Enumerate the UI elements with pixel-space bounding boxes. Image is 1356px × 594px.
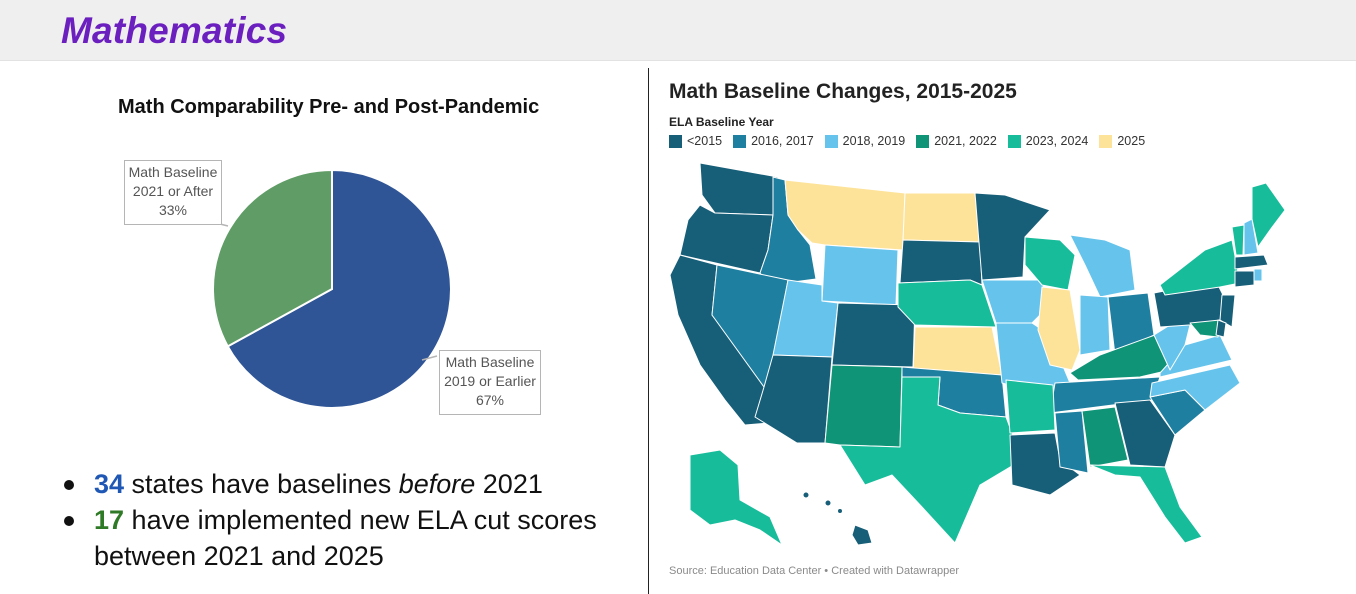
state-kansas bbox=[912, 326, 1003, 376]
key-findings-list: 34 states have baselines before 2021 17 … bbox=[60, 466, 634, 574]
pie-leader-2019 bbox=[421, 355, 438, 361]
finding-number: 17 bbox=[94, 505, 125, 535]
state-wyoming bbox=[821, 244, 899, 306]
legend-label: 2018, 2019 bbox=[842, 134, 906, 148]
state-new-mexico bbox=[824, 364, 903, 448]
legend-label: 2023, 2024 bbox=[1025, 134, 1089, 148]
state-new-york bbox=[1159, 239, 1241, 296]
legend-label: <2015 bbox=[687, 134, 723, 148]
pie-label-line2: 2021 or After bbox=[132, 183, 214, 199]
state-hawaii bbox=[851, 524, 873, 546]
state-new-hampshire bbox=[1243, 218, 1259, 256]
state-hawaii-island bbox=[824, 499, 832, 507]
state-nebraska bbox=[897, 279, 997, 328]
state-louisiana bbox=[1009, 432, 1081, 496]
state-vermont bbox=[1231, 224, 1245, 256]
pie-label-line2: 2019 or Earlier bbox=[444, 373, 536, 389]
state-hawaii-island bbox=[837, 508, 843, 514]
map-legend-title: ELA Baseline Year bbox=[669, 115, 774, 129]
state-north-dakota bbox=[902, 192, 981, 243]
state-michigan bbox=[1069, 234, 1136, 298]
finding-emphasis: before bbox=[398, 469, 476, 499]
state-north-carolina bbox=[1149, 364, 1241, 411]
legend-item: <2015 bbox=[669, 134, 722, 148]
pie-chart-title: Math Comparability Pre- and Post-Pandemi… bbox=[118, 96, 540, 118]
pie-slice-2021-or-after bbox=[212, 168, 333, 348]
legend-swatch bbox=[824, 134, 838, 148]
state-rhode-island bbox=[1253, 268, 1263, 282]
state-maine bbox=[1251, 182, 1286, 248]
state-connecticut bbox=[1234, 270, 1255, 288]
finding-item: 34 states have baselines before 2021 bbox=[60, 466, 634, 502]
state-washington bbox=[699, 162, 779, 216]
finding-item: 17 have implemented new ELA cut scores b… bbox=[60, 502, 634, 574]
finding-text: have implemented new ELA cut scores betw… bbox=[94, 505, 597, 571]
state-south-dakota bbox=[899, 239, 983, 286]
state-massachusetts bbox=[1234, 254, 1269, 270]
state-alabama bbox=[1081, 406, 1129, 468]
state-indiana bbox=[1079, 294, 1111, 356]
finding-number: 34 bbox=[94, 469, 125, 499]
state-mississippi bbox=[1054, 410, 1089, 474]
legend-item: 2023, 2024 bbox=[1007, 134, 1089, 148]
pie-label-line1: Math Baseline bbox=[445, 354, 535, 370]
legend-item: 2021, 2022 bbox=[916, 134, 997, 148]
pie-label-line1: Math Baseline bbox=[128, 164, 218, 180]
state-alaska bbox=[689, 449, 783, 546]
legend-item: 2018, 2019 bbox=[824, 134, 906, 148]
state-florida bbox=[1089, 464, 1203, 544]
finding-text-end: 2021 bbox=[475, 469, 543, 499]
state-arkansas bbox=[1005, 379, 1056, 434]
pie-label-percent: 33% bbox=[158, 202, 188, 218]
map-source-note: Source: Education Data Center • Created … bbox=[669, 565, 960, 577]
legend-item: 2025 bbox=[1099, 134, 1145, 148]
map-title: Math Baseline Changes, 2015-2025 bbox=[669, 80, 1017, 103]
vertical-divider bbox=[648, 68, 649, 594]
pie-slice-2019-or-earlier bbox=[226, 168, 452, 409]
slide-header: Mathematics bbox=[0, 0, 1356, 61]
pie-label-percent: 67% bbox=[475, 392, 505, 408]
legend-label: 2021, 2022 bbox=[934, 134, 997, 148]
state-delaware bbox=[1215, 319, 1227, 338]
state-new-jersey bbox=[1219, 294, 1236, 328]
finding-text: states have baselines bbox=[124, 469, 399, 499]
state-illinois bbox=[1037, 286, 1081, 371]
pie-label-2019-or-earlier: Math Baseline 2019 or Earlier 67% bbox=[439, 350, 541, 415]
map-legend: <2015 2016, 2017 2018, 2019 2021, 2022 2… bbox=[669, 134, 1156, 148]
legend-swatch bbox=[1099, 134, 1113, 148]
state-colorado bbox=[831, 302, 916, 368]
state-hawaii-island bbox=[802, 491, 810, 499]
legend-swatch bbox=[1007, 134, 1021, 148]
slide-title: Mathematics bbox=[61, 10, 288, 51]
legend-swatch bbox=[669, 134, 682, 148]
state-georgia bbox=[1114, 399, 1176, 468]
legend-label: 2016, 2017 bbox=[751, 134, 814, 148]
legend-label: 2025 bbox=[1117, 134, 1146, 148]
pie-chart bbox=[211, 168, 452, 409]
legend-swatch bbox=[916, 134, 930, 148]
legend-swatch bbox=[733, 134, 747, 148]
state-maryland bbox=[1189, 319, 1221, 338]
state-arizona bbox=[754, 354, 833, 444]
us-states-map bbox=[669, 162, 1286, 546]
legend-item: 2016, 2017 bbox=[733, 134, 814, 148]
state-texas bbox=[839, 376, 1023, 544]
pie-label-2021-or-after: Math Baseline 2021 or After 33% bbox=[124, 160, 222, 225]
